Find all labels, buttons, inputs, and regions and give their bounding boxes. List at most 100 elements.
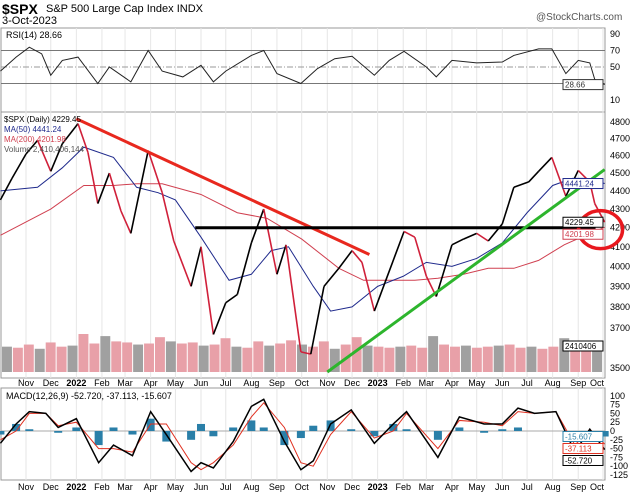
price-segment [323, 267, 340, 287]
price-segment [338, 250, 353, 269]
month-label: Nov [319, 378, 336, 388]
macd-value-box [562, 454, 604, 466]
rsi-value-box [562, 79, 604, 91]
price-segment [108, 172, 122, 212]
price-segment [403, 230, 416, 238]
macd-histogram-bar [128, 431, 137, 435]
price-legend-3: Volume 2,410,406,144 [4, 145, 85, 154]
macd-tick: -75 [610, 452, 623, 462]
volume-bar [45, 342, 56, 372]
macd-histogram-bar [280, 431, 289, 446]
volume-bar [78, 334, 89, 372]
month-label: Oct [590, 482, 605, 492]
volume-bar [504, 344, 515, 372]
volume-bar [439, 344, 450, 372]
month-label: Oct [295, 482, 310, 492]
macd-tick: -25 [610, 435, 623, 445]
price-segment [300, 351, 311, 355]
volume-bar [307, 346, 318, 372]
month-label: Dec [43, 378, 60, 388]
price-segment [451, 238, 464, 246]
volume-bar [428, 336, 439, 372]
macd-histogram-bar [389, 423, 398, 431]
ma200-value-box [562, 228, 604, 240]
volume-bar [286, 340, 297, 372]
price-segment [351, 250, 363, 263]
price-segment [97, 172, 111, 204]
price-segment [310, 286, 325, 355]
chart-date: 3-Oct-2023 [2, 15, 58, 27]
macd-histogram-bar [402, 429, 411, 431]
price-tick: 3500 [610, 363, 630, 373]
price-legend-2: MA(200) 4201.98 [4, 135, 66, 144]
month-label: Oct [295, 378, 310, 388]
volume-bar [154, 337, 165, 372]
price-segment [200, 246, 215, 335]
month-label: Oct [590, 378, 605, 388]
macd-histogram-bar [72, 427, 81, 431]
rsi-tick: 50 [610, 62, 620, 72]
price-segment [476, 232, 489, 242]
rsi-tick: 10 [610, 95, 620, 105]
ma50-value-label: 4441.24 [565, 180, 594, 189]
price-segment [414, 236, 428, 277]
macd-line [0, 398, 606, 473]
price-tick: 4400 [610, 186, 630, 196]
macd-histogram-bar [12, 423, 21, 431]
volume-bar [373, 346, 384, 372]
macd-histogram-bar [513, 427, 522, 431]
volume-bar [384, 347, 395, 372]
rsi-tick: 90 [610, 29, 620, 39]
macd-value-label: -52.720 [565, 456, 593, 465]
month-label: Aug [243, 378, 259, 388]
price-segment [538, 156, 553, 172]
price-segment [50, 143, 64, 172]
volume-bar [133, 344, 144, 372]
volume-bar [297, 344, 307, 372]
rsi-tick: 70 [610, 46, 620, 56]
volume-bar [122, 342, 133, 372]
month-label: Mar [419, 482, 435, 492]
volume-bar [34, 348, 45, 372]
price-tick: 4100 [610, 242, 630, 252]
price-segment [225, 293, 238, 304]
price-tick: 3800 [610, 302, 630, 312]
volume-bar [100, 336, 111, 372]
macd-tick: 75 [610, 400, 620, 410]
price-segment [551, 157, 567, 197]
macd-title: MACD(12,26,9) -52.720, -37.113, -15.607 [6, 391, 172, 401]
volume-bar [515, 347, 526, 372]
panel-border-1 [0, 111, 606, 379]
volume-bar [471, 347, 482, 372]
volume-bar [417, 347, 428, 372]
macd-signal-value-box [562, 442, 604, 454]
volume-bar [450, 346, 460, 372]
macd-histogram-bar [162, 431, 171, 442]
volume-bar [351, 337, 362, 372]
price-legend-1: MA(50) 4441.24 [4, 125, 62, 134]
price-segment [463, 232, 478, 240]
price-tick: 4200 [610, 223, 630, 233]
volume-bar [209, 344, 220, 372]
macd-tick: -125 [610, 470, 628, 480]
macd-histogram-bar [187, 431, 196, 440]
month-label: Jun [495, 378, 510, 388]
volume-bar [23, 344, 34, 372]
macd-histogram-bar [600, 431, 609, 437]
volume-bar [242, 347, 253, 372]
volume-bar [253, 341, 264, 372]
month-label: Sep [269, 378, 285, 388]
month-label: Jul [220, 482, 232, 492]
month-label: Sep [570, 482, 586, 492]
price-tick: 4800 [610, 117, 630, 127]
volume-bar [12, 347, 23, 372]
volume-bar [559, 338, 570, 372]
macd-histogram-bar [370, 431, 379, 437]
month-label: Sep [570, 378, 586, 388]
macd-signal-line [0, 402, 606, 471]
volume-bar [176, 343, 187, 372]
price-tick: 3700 [610, 323, 630, 333]
month-label: Mar [117, 482, 133, 492]
month-label: May [167, 378, 185, 388]
